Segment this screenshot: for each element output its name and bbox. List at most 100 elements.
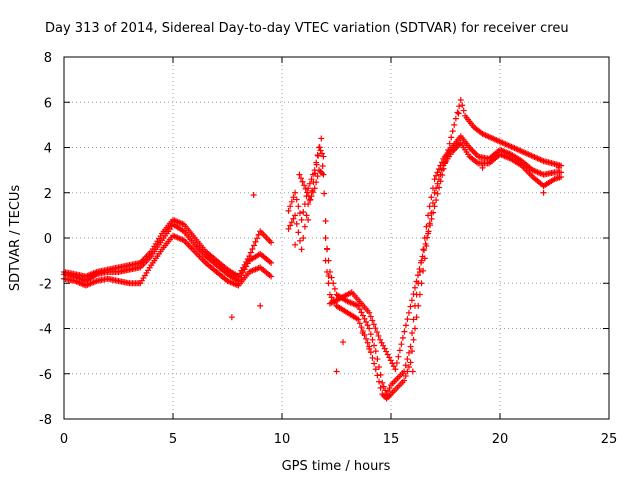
data-point	[296, 210, 303, 217]
data-point	[254, 235, 261, 242]
data-point	[310, 179, 317, 186]
data-point	[371, 342, 378, 349]
data-point	[322, 218, 329, 225]
data-point	[367, 349, 374, 356]
data-point	[407, 343, 414, 350]
data-point	[422, 240, 429, 247]
data-point	[409, 348, 416, 355]
data-point	[433, 197, 440, 204]
data-point	[428, 215, 435, 222]
data-point	[296, 237, 303, 244]
data-point	[410, 316, 417, 323]
data-point	[302, 185, 309, 192]
data-point	[322, 257, 329, 264]
data-point	[423, 223, 430, 230]
data-point	[356, 320, 363, 327]
data-point	[364, 339, 371, 346]
data-point	[295, 229, 302, 236]
data-point	[293, 220, 300, 227]
data-point	[393, 359, 400, 366]
data-point	[366, 345, 373, 352]
y-tick-label: 2	[44, 187, 52, 202]
data-point	[377, 384, 384, 391]
data-point	[371, 360, 378, 367]
data-point	[252, 238, 259, 245]
data-point	[369, 354, 376, 361]
y-tick-label: -4	[39, 323, 52, 338]
data-point	[305, 192, 312, 199]
data-point	[372, 325, 379, 332]
data-point	[299, 178, 306, 185]
data-point	[434, 190, 441, 197]
data-point	[324, 245, 331, 252]
data-point	[287, 203, 294, 210]
x-tick-label: 10	[274, 432, 291, 447]
data-point	[434, 180, 441, 187]
data-point	[460, 107, 467, 114]
data-point	[395, 353, 402, 360]
data-point	[331, 285, 338, 292]
data-point	[300, 208, 307, 215]
data-point	[455, 110, 462, 117]
data-point	[409, 368, 416, 375]
data-point	[386, 385, 393, 392]
data-point	[355, 316, 362, 323]
data-point	[445, 146, 452, 153]
data-point	[298, 246, 305, 253]
data-point	[429, 199, 436, 206]
data-point	[295, 203, 302, 210]
y-tick-label: 0	[44, 232, 52, 247]
data-point	[457, 96, 464, 103]
data-point	[285, 207, 292, 214]
data-point	[358, 309, 365, 316]
data-point	[319, 162, 326, 169]
data-point	[303, 212, 310, 219]
data-point	[305, 201, 312, 208]
plot-frame	[63, 56, 610, 420]
data-point	[305, 216, 312, 223]
y-tick-label: 6	[44, 96, 52, 111]
data-point	[296, 171, 303, 178]
data-point	[297, 175, 304, 182]
data-point	[408, 297, 415, 304]
data-point	[367, 331, 374, 338]
data-point	[298, 216, 305, 223]
data-point	[425, 212, 432, 219]
data-point	[304, 189, 311, 196]
y-tick-label: -8	[39, 413, 52, 428]
data-point	[372, 348, 379, 355]
data-point	[427, 222, 434, 229]
data-point	[290, 194, 297, 201]
data-point	[452, 115, 459, 122]
data-point	[308, 187, 315, 194]
data-point	[404, 316, 411, 323]
data-point	[313, 161, 320, 168]
data-point	[413, 314, 420, 321]
data-point	[431, 189, 438, 196]
data-point	[440, 165, 447, 172]
data-point	[415, 302, 422, 309]
data-point	[246, 253, 253, 260]
data-point	[439, 171, 446, 178]
data-point	[418, 280, 425, 287]
data-point	[228, 314, 235, 321]
x-tick-label: 15	[383, 432, 400, 447]
data-point	[414, 272, 421, 279]
data-point	[410, 336, 417, 343]
data-point	[370, 321, 377, 328]
data-point	[433, 185, 440, 192]
y-tick-label: -2	[39, 277, 52, 292]
data-point	[456, 103, 463, 110]
data-point	[374, 372, 381, 379]
data-point	[359, 312, 366, 319]
data-point	[407, 303, 414, 310]
data-point	[402, 362, 409, 369]
data-point	[268, 259, 275, 266]
data-point	[318, 150, 325, 157]
data-point	[322, 235, 329, 241]
data-point	[369, 336, 376, 343]
data-point	[328, 274, 335, 281]
data-point	[399, 334, 406, 341]
data-point	[268, 273, 275, 280]
